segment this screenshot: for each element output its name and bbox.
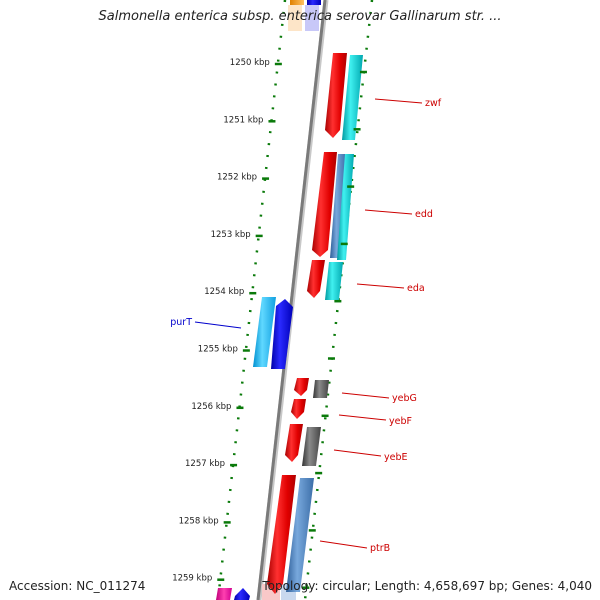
gene-yebG-gray (313, 380, 329, 398)
scale-tick-label: 1254 kbp (204, 287, 244, 297)
gene-blocks (253, 53, 363, 594)
gene-label-connector (319, 540, 368, 549)
gene-edge-top-orange (290, 0, 304, 5)
gene-label-connector (341, 392, 390, 399)
gene-eda-red (307, 260, 325, 298)
scale-tick-label: 1253 kbp (211, 230, 251, 240)
gene-label-connector (338, 414, 387, 421)
scale-tick-label: 1256 kbp (191, 402, 231, 412)
gene-label-yebE[interactable]: yebE (384, 452, 408, 463)
gene-label-edd[interactable]: edd (415, 209, 433, 220)
track-outline-left (216, 0, 287, 600)
gene-label-connector (356, 283, 405, 289)
genome-summary-text: Topology: circular; Length: 4,658,697 bp… (262, 579, 592, 593)
gene-label-eda[interactable]: eda (407, 283, 425, 294)
gene-edge-top-faded-orange (288, 5, 302, 31)
backbone (256, 0, 329, 600)
gene-label-connector (374, 98, 423, 104)
scale-ticks: 1250 kbp 1251 kbp 1252 kbp 1253 kbp 1254 kbp… (172, 58, 367, 589)
gene-yebF-red (291, 399, 306, 419)
gene-yebE-red (285, 424, 303, 462)
gene-label-purT[interactable]: purT (170, 317, 192, 328)
gene-ptrB-steel (286, 478, 314, 592)
gene-edd-steel (330, 154, 346, 258)
gene-label-yebG[interactable]: yebG (392, 393, 417, 404)
scale-tick-label: 1258 kbp (179, 516, 219, 526)
gene-label-connector (364, 209, 413, 215)
gene-label-ptrB[interactable]: ptrB (370, 543, 390, 554)
scale-tick-label: 1259 kbp (172, 574, 212, 584)
gene-purT-blue (271, 299, 293, 369)
gene-label-connector (194, 321, 242, 329)
scale-tick-label: 1252 kbp (217, 173, 257, 183)
scale-tick-label: 1257 kbp (185, 459, 225, 469)
scale-tick-label: 1255 kbp (198, 345, 238, 355)
scale-tick-label: 1250 kbp (230, 58, 270, 68)
map-title: Salmonella enterica subsp. enterica sero… (98, 9, 502, 24)
gene-edd-cyan (337, 154, 354, 260)
gene-yebE-gray (302, 427, 321, 466)
gene-label-connector (333, 449, 382, 457)
gene-label-yebF[interactable]: yebF (389, 416, 412, 427)
gene-zwf-red (325, 53, 347, 138)
gene-edge-bottom-magenta (216, 588, 232, 600)
gene-purT-lightblue (253, 297, 276, 367)
map-footer: Accession: NC_011274 Topology: circular;… (0, 570, 600, 600)
gene-zwf-cyan (342, 55, 363, 140)
gene-edge-top-blue (307, 0, 321, 5)
gene-eda-cyan (325, 262, 343, 300)
gene-labels: zwf edd eda purT yebG yebF yebE ptrB (170, 98, 442, 554)
gene-yebG-red (294, 378, 309, 396)
scale-tick-label: 1251 kbp (223, 115, 263, 125)
accession-text: Accession: NC_011274 (9, 579, 146, 593)
gene-edge-top-faded-blue (305, 5, 319, 31)
gene-label-zwf[interactable]: zwf (425, 98, 442, 109)
gene-edd-red (312, 152, 337, 257)
gene-edge-bottom-blue (234, 588, 250, 600)
gene-ptrB-red (267, 475, 296, 594)
